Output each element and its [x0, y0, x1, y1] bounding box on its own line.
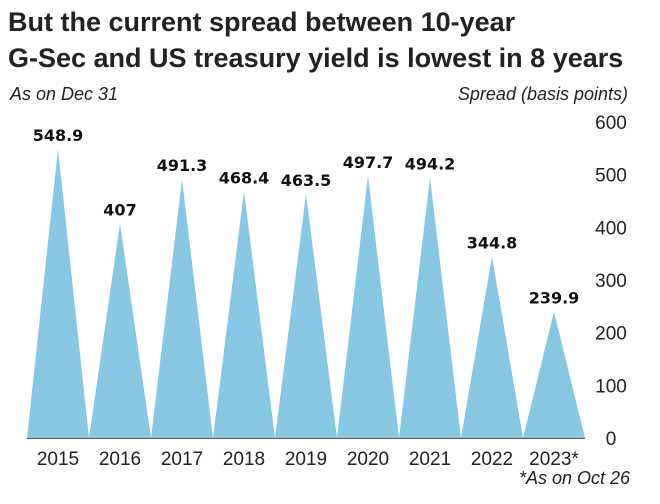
y-tick-300: 300: [595, 271, 627, 292]
peak-2018: [213, 191, 275, 438]
value-label-2023: 239.9: [529, 289, 580, 308]
x-tick-2017: 2017: [161, 449, 203, 470]
title-line-2: G-Sec and US treasury yield is lowest in…: [8, 43, 624, 73]
value-label-2015: 548.9: [33, 126, 84, 145]
value-label-2017: 491.3: [157, 156, 208, 175]
peak-2022: [461, 256, 523, 438]
x-tick-2023: 2023*: [529, 449, 579, 470]
y-tick-600: 600: [595, 113, 627, 134]
title-line-1: But the current spread between 10-year: [8, 7, 516, 37]
y-tick-0: 0: [606, 429, 617, 450]
value-label-2016: 407: [103, 201, 136, 220]
peak-2023: [523, 311, 585, 438]
x-tick-2019: 2019: [285, 449, 327, 470]
y-tick-200: 200: [595, 324, 627, 345]
y-tick-500: 500: [595, 166, 627, 187]
value-label-2018: 468.4: [219, 168, 270, 187]
value-label-2019: 463.5: [281, 171, 332, 190]
y-tick-400: 400: [595, 218, 627, 239]
x-tick-2022: 2022: [471, 449, 513, 470]
x-tick-2020: 2020: [347, 449, 389, 470]
chart-subtitle: As on Dec 31: [10, 84, 119, 104]
peak-2021: [399, 177, 461, 439]
chart-title: But the current spread between 10-year G…: [8, 4, 648, 76]
x-tick-2015: 2015: [37, 449, 79, 470]
y-tick-100: 100: [595, 376, 627, 397]
value-label-2022: 344.8: [467, 233, 518, 252]
peak-2015: [27, 148, 89, 439]
value-label-2021: 494.2: [405, 155, 456, 174]
peak-2019: [275, 193, 337, 438]
peak-2020: [337, 175, 399, 439]
y-axis-label: Spread (basis points): [457, 84, 628, 104]
x-tick-2018: 2018: [223, 449, 265, 470]
x-tick-2016: 2016: [99, 449, 141, 470]
footnote: *As on Oct 26: [518, 468, 630, 488]
peak-2017: [151, 179, 213, 439]
peak-2016: [89, 223, 151, 438]
x-tick-2021: 2021: [409, 449, 451, 470]
value-label-2020: 497.7: [343, 153, 394, 172]
